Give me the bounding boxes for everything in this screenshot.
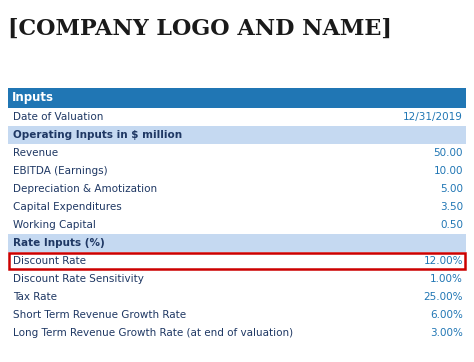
Text: Inputs: Inputs	[12, 92, 54, 105]
Text: Revenue: Revenue	[13, 148, 58, 158]
Text: 6.00%: 6.00%	[430, 310, 463, 320]
Text: Working Capital: Working Capital	[13, 220, 96, 230]
Text: 3.50: 3.50	[440, 202, 463, 212]
Text: 3.00%: 3.00%	[430, 328, 463, 338]
Text: Date of Valuation: Date of Valuation	[13, 112, 103, 122]
Text: 0.50: 0.50	[440, 220, 463, 230]
Bar	[8, 88, 466, 108]
Bar	[8, 234, 466, 252]
Text: 10.00: 10.00	[434, 166, 463, 176]
Text: Short Term Revenue Growth Rate: Short Term Revenue Growth Rate	[13, 310, 186, 320]
Text: [COMPANY LOGO AND NAME]: [COMPANY LOGO AND NAME]	[8, 18, 392, 40]
Text: 50.00: 50.00	[434, 148, 463, 158]
Bar	[8, 126, 466, 144]
Text: Rate Inputs (%): Rate Inputs (%)	[13, 238, 105, 248]
Text: Capital Expenditures: Capital Expenditures	[13, 202, 122, 212]
Text: Discount Rate Sensitivity: Discount Rate Sensitivity	[13, 274, 144, 284]
Text: 12.00%: 12.00%	[423, 256, 463, 266]
Text: Long Term Revenue Growth Rate (at end of valuation): Long Term Revenue Growth Rate (at end of…	[13, 328, 293, 338]
Text: 12/31/2019: 12/31/2019	[403, 112, 463, 122]
Text: Discount Rate: Discount Rate	[13, 256, 86, 266]
Text: Operating Inputs in $ million: Operating Inputs in $ million	[13, 130, 182, 140]
Text: 1.00%: 1.00%	[430, 274, 463, 284]
Text: Depreciation & Amotization: Depreciation & Amotization	[13, 184, 157, 194]
Text: 25.00%: 25.00%	[423, 292, 463, 302]
FancyBboxPatch shape	[9, 253, 465, 269]
Text: EBITDA (Earnings): EBITDA (Earnings)	[13, 166, 108, 176]
Text: 5.00: 5.00	[440, 184, 463, 194]
Text: Tax Rate: Tax Rate	[13, 292, 57, 302]
